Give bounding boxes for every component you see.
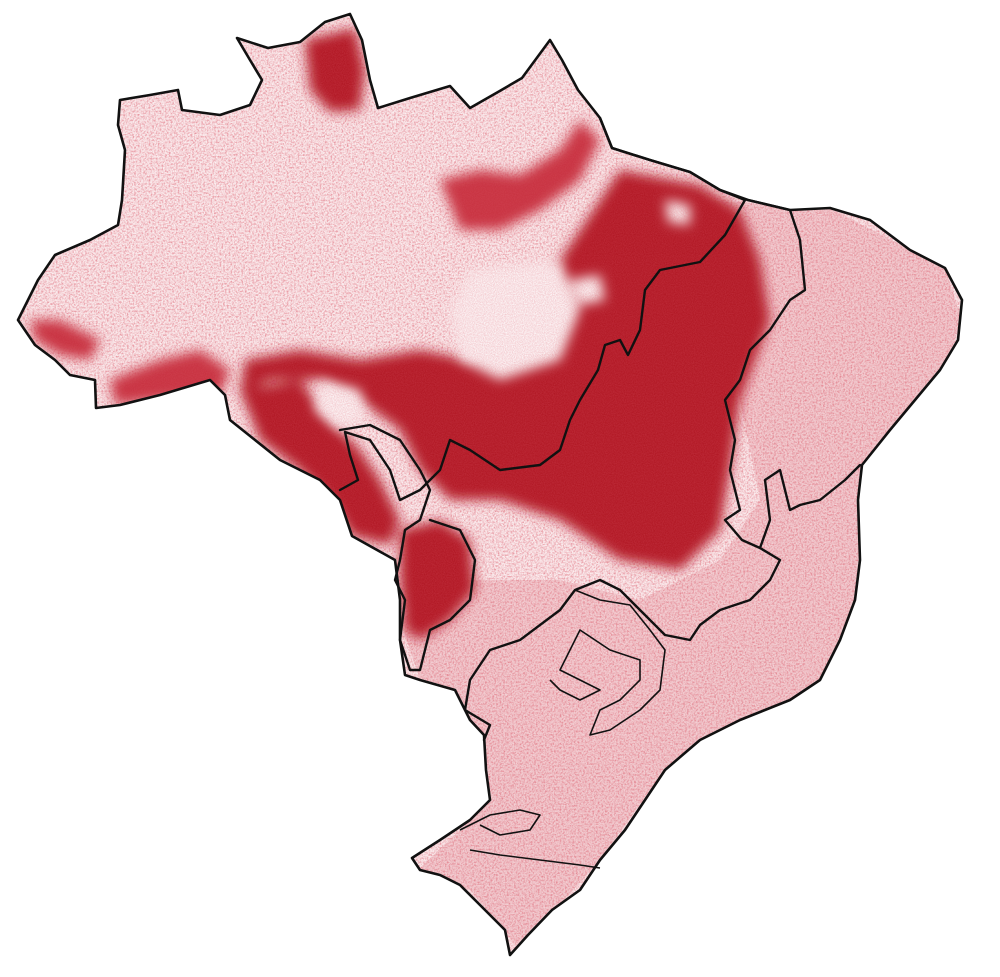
region-border-south-lines [459, 809, 601, 869]
region-border-atlantic-inner [549, 589, 666, 736]
region-border-south-cerrado [463, 546, 782, 742]
region-border-cerrado-east [723, 198, 862, 550]
region-border-pantanal [338, 423, 477, 672]
